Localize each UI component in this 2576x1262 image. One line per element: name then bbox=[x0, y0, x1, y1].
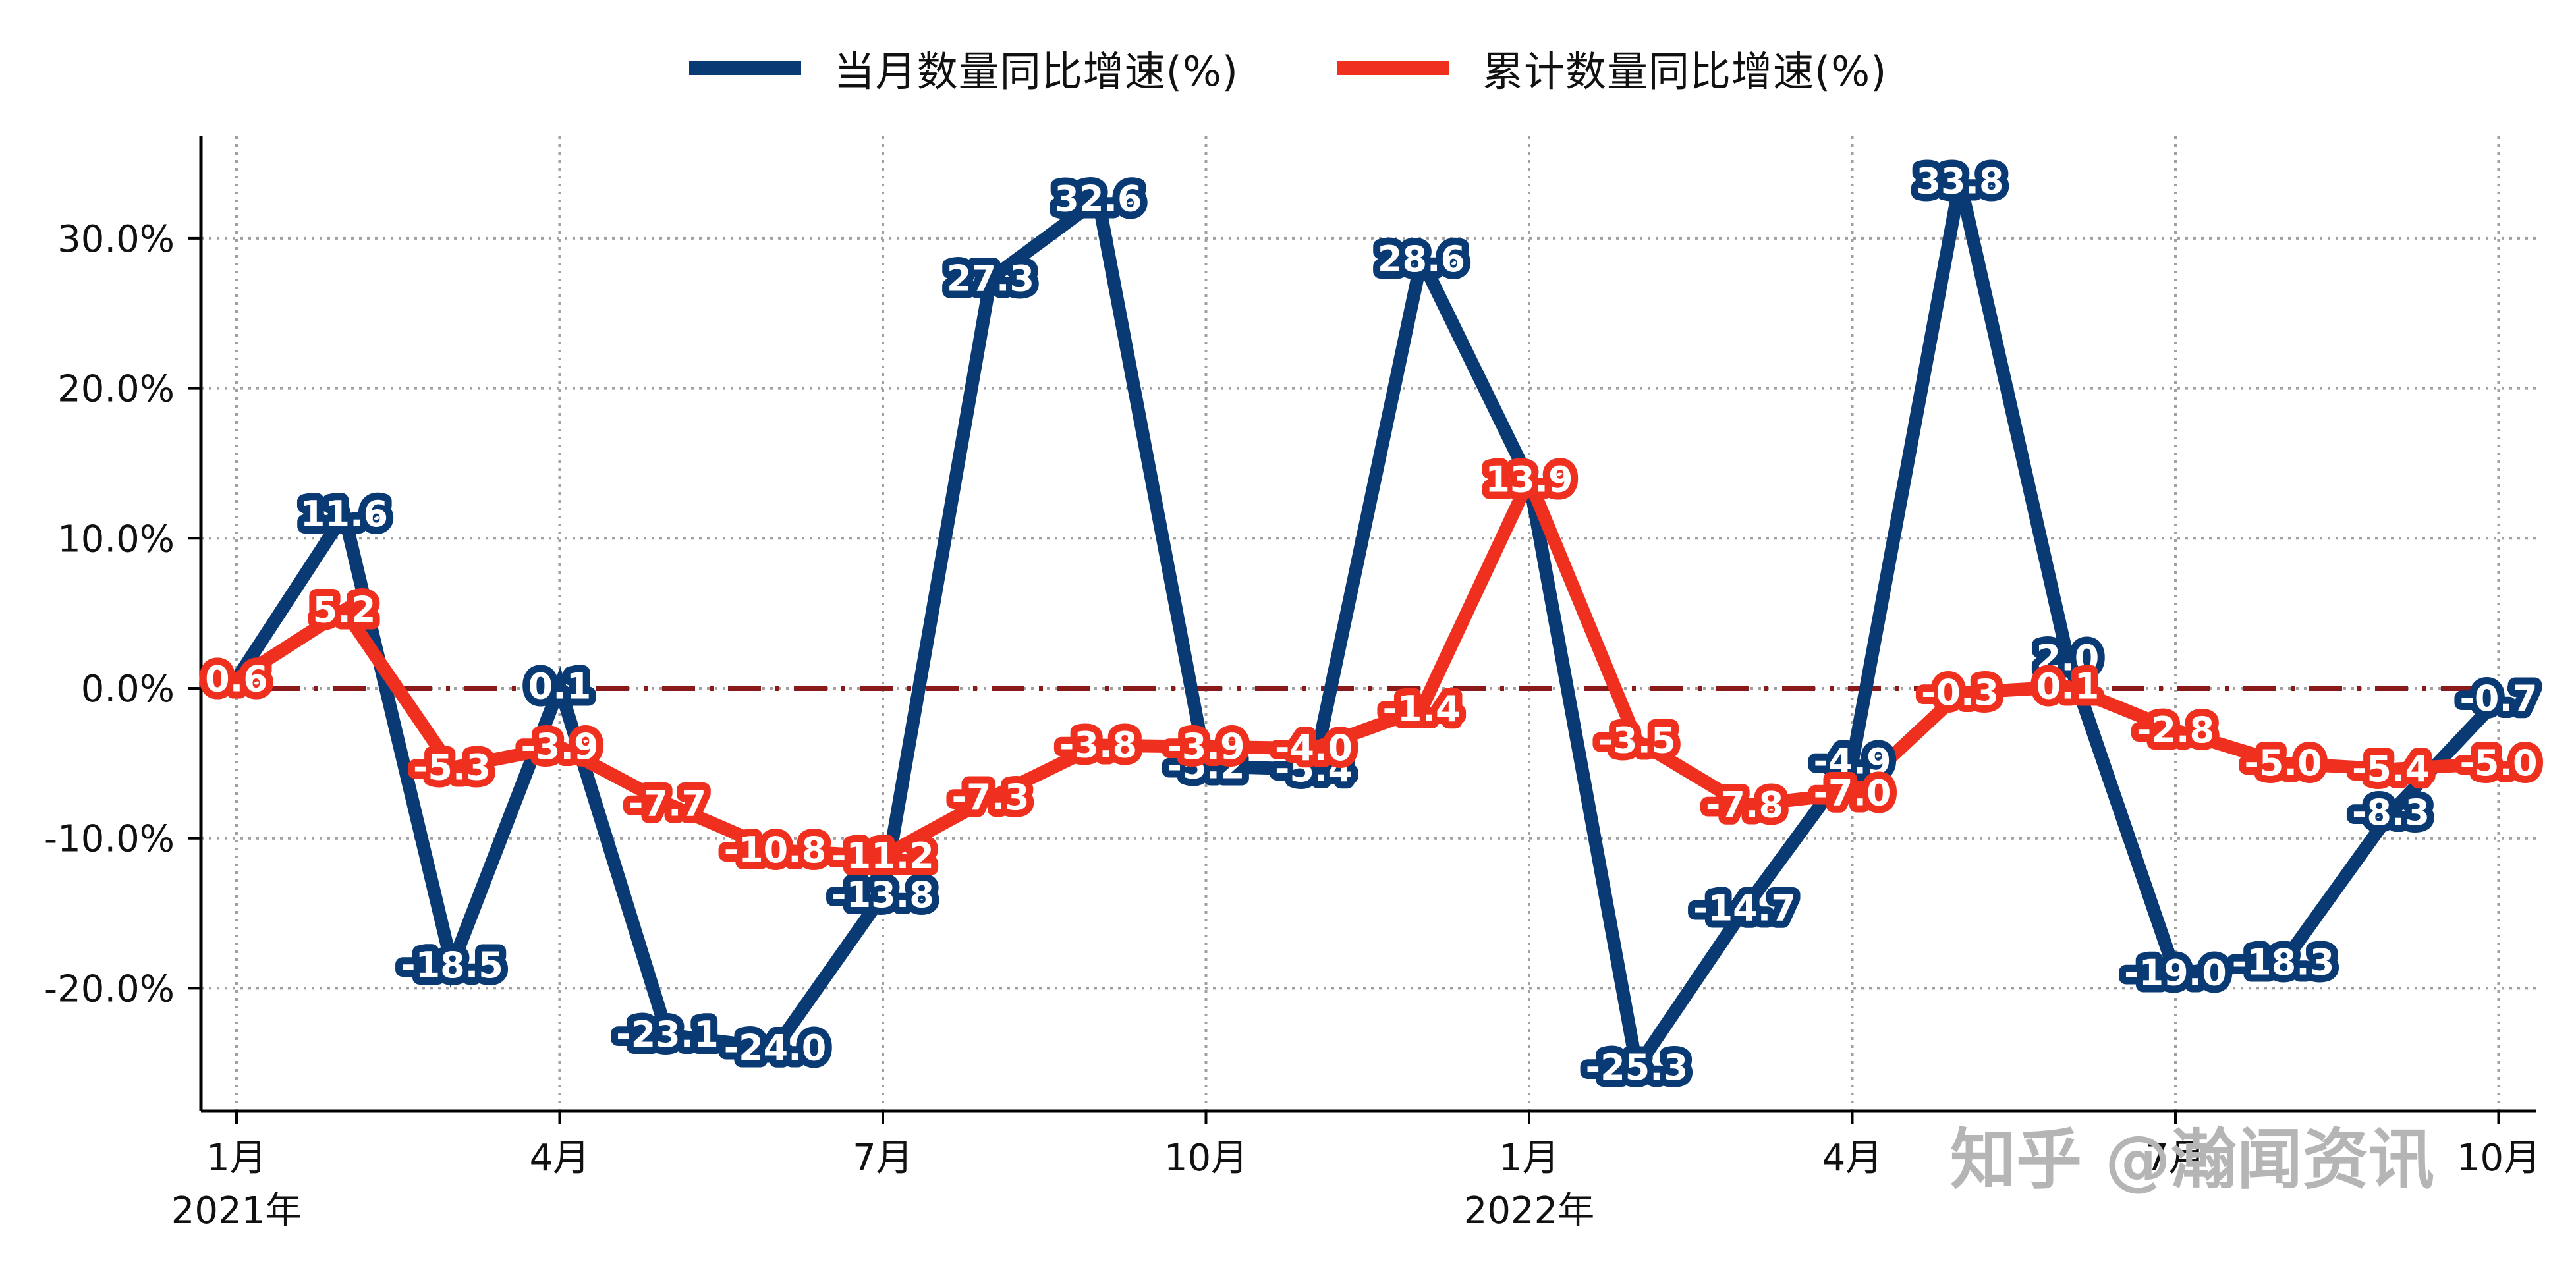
data-label-cumulative: 13.9 bbox=[1485, 458, 1573, 500]
data-label-monthly: -8.3 bbox=[2352, 792, 2430, 833]
data-label-monthly: 13.9 bbox=[1485, 458, 1573, 500]
data-label-monthly: -19.0 bbox=[2124, 952, 2227, 994]
data-label-monthly: 2.0 bbox=[2036, 637, 2100, 678]
watermark-text: 知乎 @瀚闻资讯 bbox=[1950, 1121, 2434, 1198]
data-label-cumulative: -5.4 bbox=[2352, 748, 2430, 790]
data-label-cumulative: 5.2 bbox=[313, 590, 376, 631]
data-label-monthly: 0.1 bbox=[528, 666, 592, 707]
data-label-monthly: 0.6 bbox=[205, 658, 268, 700]
chart-legend: 当月数量同比增速(%) 累计数量同比增速(%) bbox=[0, 38, 2576, 97]
x-year-label: 2021年 bbox=[171, 1190, 302, 1232]
x-tick-label: 10月 bbox=[1164, 1137, 1248, 1180]
data-label-monthly: -18.5 bbox=[401, 945, 503, 986]
y-tick-label: 10.0% bbox=[57, 518, 175, 561]
data-label-monthly: 33.8 bbox=[1916, 160, 2003, 202]
data-label-cumulative: -7.8 bbox=[1706, 784, 1783, 826]
x-tick-label: 7月 bbox=[853, 1137, 913, 1180]
data-label-monthly: -5.4 bbox=[1275, 748, 1353, 790]
data-label-monthly: 11.6 bbox=[300, 493, 388, 535]
data-label-monthly: -25.3 bbox=[1586, 1047, 1689, 1088]
y-tick-label: -20.0% bbox=[44, 968, 175, 1010]
data-label-cumulative: -3.9 bbox=[1167, 726, 1245, 767]
x-tick-label: 1月 bbox=[206, 1137, 267, 1180]
data-labels: 0.6 11.6 -18.5 0.1 -23.1 -24.0 -13.8 27.3 32.6 -5… bbox=[198, 153, 2544, 1095]
data-label-monthly: -0.7 bbox=[2459, 678, 2537, 719]
data-label-cumulative: -2.8 bbox=[2137, 709, 2214, 751]
x-tick-label: 4月 bbox=[1822, 1137, 1883, 1180]
data-label-cumulative: -7.7 bbox=[629, 782, 706, 824]
data-label-cumulative: -5.0 bbox=[2244, 742, 2322, 784]
data-label-cumulative: -0.3 bbox=[1921, 672, 1999, 713]
data-label-monthly: 27.3 bbox=[947, 258, 1034, 299]
x-tick-label: 10月 bbox=[2457, 1137, 2540, 1180]
y-tick-label: -10.0% bbox=[44, 818, 175, 861]
legend-label-cumulative: 累计数量同比增速(%) bbox=[1482, 47, 1888, 96]
data-label-monthly: -14.7 bbox=[1693, 888, 1796, 929]
series-monthly-line bbox=[231, 180, 2504, 1085]
data-label-monthly: 32.6 bbox=[1054, 178, 1142, 220]
data-label-monthly: -18.3 bbox=[2232, 942, 2335, 983]
data-label-monthly: -4.9 bbox=[1813, 741, 1891, 782]
legend-item-cumulative: 累计数量同比增速(%) bbox=[1337, 38, 1887, 97]
x-tick-label: 7月 bbox=[2145, 1137, 2206, 1180]
data-label-monthly: 28.6 bbox=[1378, 238, 1465, 280]
x-tick-label: 1月 bbox=[1499, 1137, 1559, 1180]
data-label-monthly: -23.1 bbox=[616, 1014, 719, 1055]
x-tick-label: 4月 bbox=[530, 1137, 590, 1180]
data-label-cumulative: -5.0 bbox=[2459, 742, 2537, 784]
series-cumulative-line bbox=[233, 463, 2500, 864]
y-tick-label: 0.0% bbox=[81, 668, 175, 711]
data-label-cumulative: 0.1 bbox=[2036, 666, 2100, 707]
data-label-cumulative: 0.6 bbox=[205, 658, 268, 700]
data-label-cumulative: -3.5 bbox=[1598, 720, 1675, 761]
grid-lines bbox=[201, 136, 2536, 1111]
data-label-cumulative: -7.3 bbox=[951, 777, 1029, 818]
axes: 30.0% 20.0% 10.0% 0.0% -10.0% -20.0% 1月 2021年 4月… bbox=[44, 136, 2540, 1232]
y-tick-label: 30.0% bbox=[57, 218, 175, 261]
data-label-cumulative: -4.0 bbox=[1275, 727, 1353, 769]
legend-swatch-cumulative bbox=[1337, 61, 1449, 75]
legend-swatch-monthly bbox=[688, 61, 801, 75]
data-label-cumulative: -11.2 bbox=[831, 835, 934, 877]
y-tick-label: 20.0% bbox=[57, 368, 175, 411]
data-label-monthly: -24.0 bbox=[724, 1027, 827, 1068]
legend-item-monthly: 当月数量同比增速(%) bbox=[688, 38, 1239, 97]
legend-label-monthly: 当月数量同比增速(%) bbox=[833, 47, 1239, 96]
series-lines bbox=[231, 180, 2504, 1085]
watermark: 知乎 @瀚闻资讯 bbox=[1950, 1121, 2434, 1198]
data-label-cumulative: -3.8 bbox=[1059, 725, 1137, 766]
data-label-cumulative: -7.0 bbox=[1813, 772, 1891, 813]
data-label-monthly: -13.8 bbox=[831, 874, 934, 916]
data-label-monthly: -5.2 bbox=[1167, 745, 1245, 786]
x-year-label: 2022年 bbox=[1464, 1190, 1595, 1232]
data-label-cumulative: -10.8 bbox=[724, 829, 827, 871]
data-label-cumulative: -3.9 bbox=[520, 726, 598, 767]
data-label-cumulative: -5.3 bbox=[413, 747, 491, 788]
data-label-cumulative: -1.4 bbox=[1382, 688, 1460, 730]
